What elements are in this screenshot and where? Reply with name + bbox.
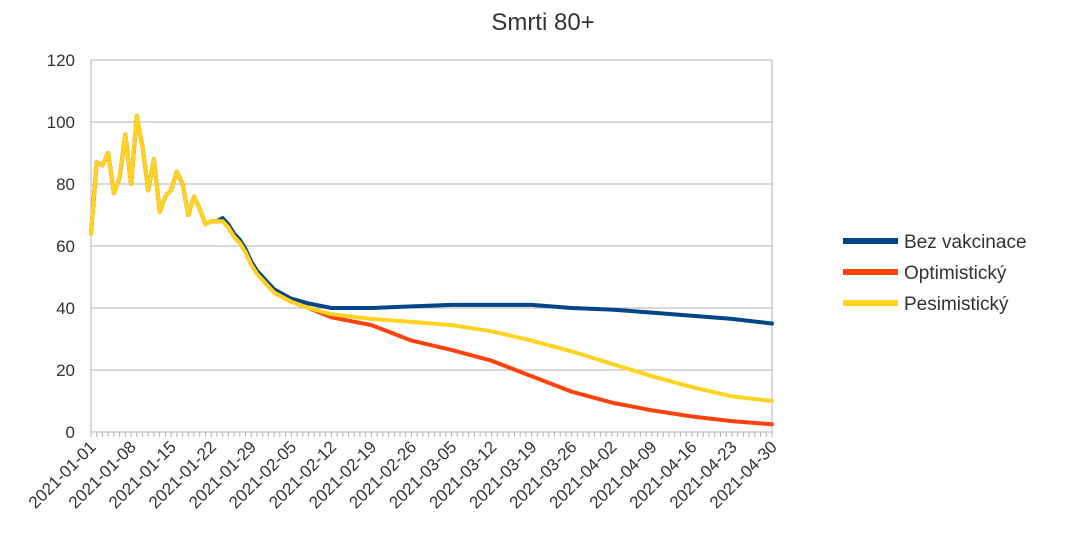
y-axis-ticks: 0 20 40 60 80 100 120 <box>47 51 75 442</box>
y-tick-label: 40 <box>56 299 75 318</box>
y-tick-label: 80 <box>56 175 75 194</box>
grid <box>90 59 773 433</box>
chart-title: Smrti 80+ <box>491 9 594 36</box>
x-axis-ticks: 2021-01-012021-01-082021-01-152021-01-22… <box>25 432 781 512</box>
legend-label: Bez vakcinace <box>904 232 1027 253</box>
y-tick-label: 100 <box>47 113 75 132</box>
series-lines <box>89 113 774 427</box>
y-tick-label: 60 <box>56 237 75 256</box>
y-tick-label: 20 <box>56 361 75 380</box>
series-line-2 <box>89 113 774 427</box>
y-tick-label: 0 <box>66 423 75 442</box>
legend-label: Pesimistický <box>904 294 1009 315</box>
y-tick-label: 120 <box>47 51 75 70</box>
series-line-1 <box>89 113 774 326</box>
legend: Bez vakcinace Optimistický Pesimistický <box>843 232 1027 315</box>
series-line-3 <box>89 113 774 403</box>
legend-label: Optimistický <box>904 263 1007 284</box>
